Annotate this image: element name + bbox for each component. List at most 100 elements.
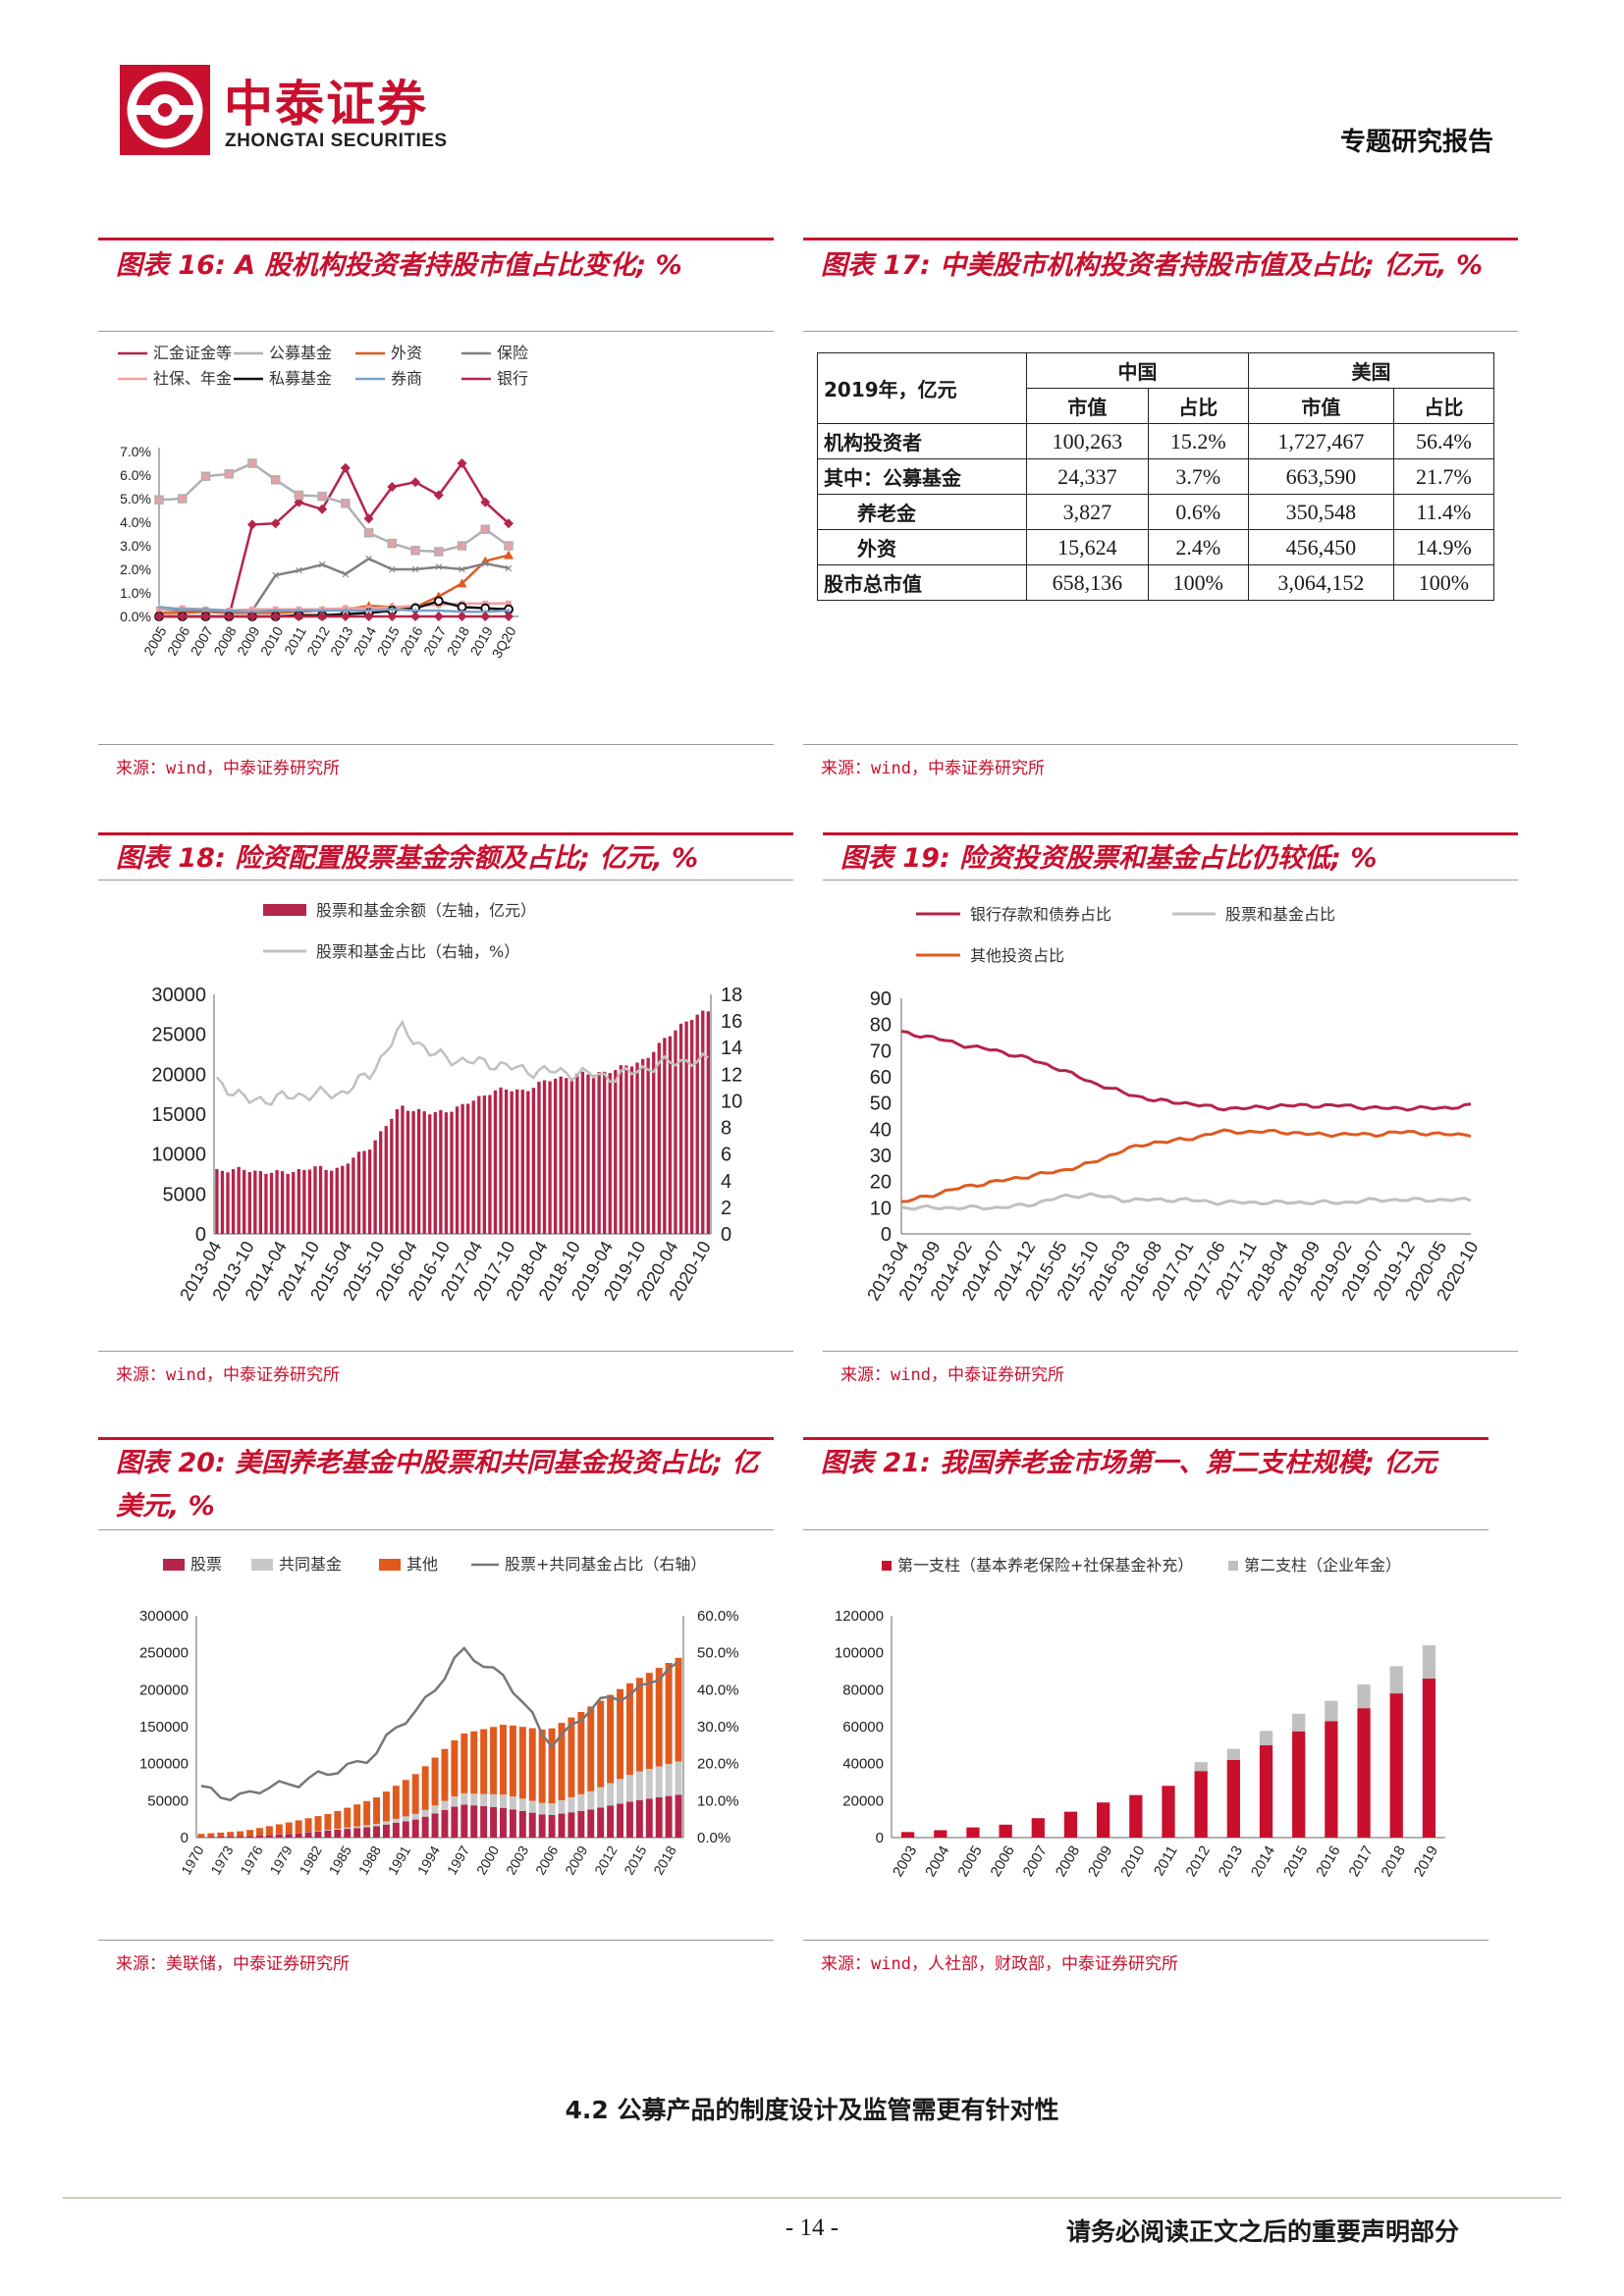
bar [215, 1169, 219, 1234]
fig19-bottom-rule [823, 1351, 1518, 1352]
bar-pillar1 [1063, 1811, 1078, 1838]
bar-fund [480, 1793, 488, 1807]
bar-pillar2 [1389, 1666, 1403, 1694]
bar-stock [207, 1837, 215, 1838]
table-col-header: 市值 [1026, 388, 1149, 424]
bar [411, 1110, 415, 1234]
bar-fund [597, 1787, 605, 1808]
fig17-title: 图表 17: 中美股市机构投资者持股市值及占比; 亿元, % [821, 250, 1484, 281]
bar [379, 1131, 383, 1234]
y-tick-label-right: 4 [721, 1171, 731, 1193]
y-tick-label: 7.0% [120, 444, 151, 459]
table-cell: 机构投资者 [817, 423, 1027, 459]
bar-pillar1 [1097, 1802, 1110, 1838]
bar-stock [373, 1826, 380, 1838]
legend-entry: 第一支柱（基本养老保险+社保基金补充） [897, 1556, 1193, 1575]
bar-fund [431, 1805, 439, 1814]
fig21-title: 图表 21: 我国养老金市场第一、第二支柱规模; 亿元 [821, 1448, 1437, 1478]
data-point [156, 606, 162, 613]
bar [488, 1095, 492, 1234]
legend-swatch [882, 1561, 892, 1571]
bar-fund [655, 1766, 663, 1798]
bar-stock [587, 1809, 595, 1838]
bar [297, 1169, 300, 1234]
bar-other [197, 1834, 205, 1838]
bar [635, 1062, 639, 1234]
y-tick-label: 60000 [842, 1719, 884, 1735]
data-point [433, 596, 444, 607]
bar [439, 1109, 443, 1234]
legend-entry: 公募基金 [269, 344, 332, 362]
bar [401, 1105, 405, 1234]
x-tick-label: 2015 [1280, 1843, 1311, 1880]
bar-other [500, 1725, 507, 1795]
y-tick-label-left: 200000 [139, 1682, 189, 1698]
data-point [504, 518, 514, 529]
bar [629, 1066, 634, 1234]
bar-other [285, 1822, 293, 1834]
y-tick-label-right: 10 [721, 1091, 742, 1112]
y-tick-label-left: 20000 [151, 1064, 206, 1086]
bar-stock [607, 1805, 615, 1838]
bar [292, 1171, 296, 1234]
series-line-0 [900, 1030, 1472, 1112]
bar-other [334, 1810, 342, 1829]
series-line-1 [158, 461, 510, 554]
fig21-bottom-rule [803, 1940, 1489, 1941]
bar [450, 1111, 454, 1234]
data-point [363, 528, 374, 538]
series-line-0 [159, 460, 510, 618]
fig20-source: 来源：美联储，中泰证券研究所 [116, 1954, 350, 1974]
table-cell: 3.7% [1147, 458, 1249, 495]
bar-fund [577, 1793, 585, 1811]
bar-fund [548, 1802, 556, 1815]
data-point [363, 513, 374, 524]
fig17-title-rule [803, 331, 1518, 332]
data-point [504, 612, 514, 621]
bar-other [304, 1818, 312, 1833]
bar [362, 1150, 366, 1234]
legend-entry: 股票和基金占比（右轴，%） [316, 942, 519, 961]
bar-other [431, 1757, 439, 1806]
data-point [247, 458, 257, 468]
bar-other [607, 1694, 615, 1784]
table-cell: 24,337 [1026, 458, 1149, 495]
legend-entry: 汇金证金等 [153, 344, 232, 362]
fig17-bottom-rule [803, 744, 1518, 745]
bar-other [568, 1717, 575, 1797]
data-point: + [179, 603, 186, 616]
table-corner: 2019年，亿元 [817, 352, 1027, 424]
x-tick-label: 2010 [1117, 1843, 1148, 1880]
bar-other [295, 1820, 302, 1834]
y-tick-label: 0 [876, 1830, 884, 1846]
bar-pillar1 [934, 1830, 947, 1838]
table-cell: 21.7% [1392, 458, 1495, 495]
data-point [457, 578, 467, 588]
bar-stock [635, 1799, 643, 1838]
x-tick-label: 2012 [303, 623, 333, 658]
bar-stock [568, 1812, 575, 1838]
bar-stock [645, 1798, 653, 1838]
x-tick-label: 2018 [1379, 1843, 1409, 1880]
bar [324, 1169, 328, 1234]
data-point: ✕ [295, 565, 303, 577]
bar [460, 1103, 464, 1234]
x-tick-label: 1976 [237, 1842, 266, 1877]
bar [444, 1112, 449, 1234]
bar [701, 1010, 705, 1234]
bar [586, 1074, 590, 1234]
series-line-1 [900, 1192, 1472, 1211]
x-tick-label: 2018 [650, 1842, 679, 1877]
table-group-cn: 中国 [1026, 352, 1249, 389]
bar-pillar1 [1292, 1731, 1306, 1838]
bar [390, 1118, 394, 1234]
data-point [154, 495, 164, 505]
bar [608, 1073, 612, 1234]
data-point [200, 612, 211, 621]
y-tick-label-left: 300000 [139, 1608, 189, 1625]
series-line-2 [900, 1128, 1472, 1203]
bar-stock [285, 1834, 293, 1838]
bar [614, 1070, 618, 1234]
bar [504, 1089, 509, 1234]
